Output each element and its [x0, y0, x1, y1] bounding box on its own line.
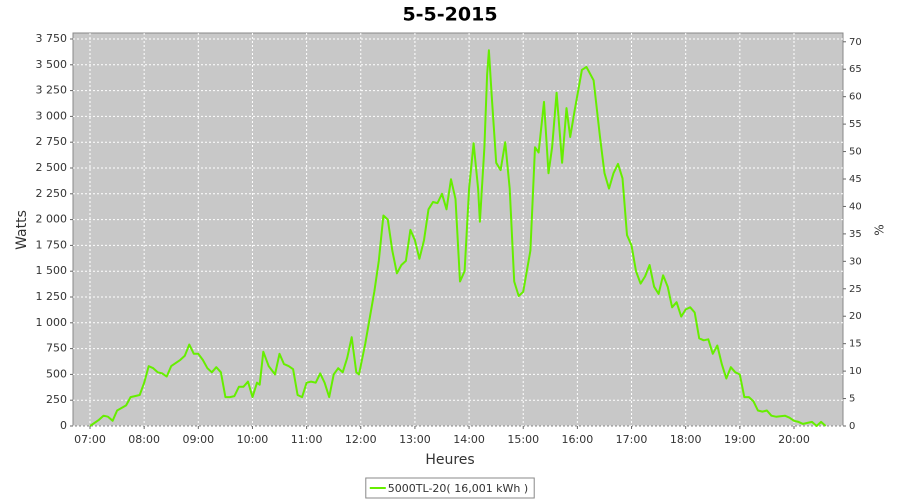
y2-tick-label: 40	[849, 201, 862, 212]
legend-box	[365, 477, 535, 499]
y2-tick-label: 60	[849, 92, 862, 103]
y-tick-label: 3 750	[36, 32, 68, 45]
x-tick-label: 08:00	[128, 433, 160, 446]
legend-label: 5000TL-20( 16,001 kWh )	[388, 482, 528, 495]
x-tick-label: 17:00	[616, 433, 648, 446]
y-tick-label: 2 250	[36, 187, 68, 200]
y-tick-label: 250	[46, 393, 67, 406]
x-tick-label: 18:00	[670, 433, 702, 446]
data-line	[89, 49, 827, 427]
chart-title: 5-5-2015	[402, 4, 497, 26]
y-axis-label: Watts	[14, 210, 30, 250]
y-tick-label: 0	[60, 419, 67, 432]
x-axis-label: Heures	[425, 452, 474, 468]
x-tick-label: 12:00	[345, 433, 377, 446]
y-tick-label: 500	[46, 367, 67, 380]
y2-tick-label: 45	[849, 174, 862, 185]
x-tick-label: 15:00	[507, 433, 539, 446]
y-tick-label: 3 250	[36, 84, 68, 97]
y-tick-label: 1 750	[36, 238, 68, 251]
x-tick-label: 10:00	[237, 433, 269, 446]
y2-tick-label: 55	[849, 119, 862, 130]
y2-tick-label: 5	[849, 394, 855, 405]
x-tick-label: 20:00	[778, 433, 810, 446]
x-tick-label: 13:00	[399, 433, 431, 446]
y2-tick-label: 10	[849, 366, 862, 377]
x-tick-label: 16:00	[562, 433, 594, 446]
y2-tick-label: 50	[849, 147, 862, 158]
y2-tick-label: 70	[849, 37, 862, 48]
y2-tick-label: 25	[849, 284, 862, 295]
x-tick-label: 11:00	[291, 433, 323, 446]
y2-tick-label: 20	[849, 311, 862, 322]
x-tick-label: 19:00	[724, 433, 756, 446]
x-tick-label: 14:00	[453, 433, 485, 446]
y2-tick-label: 65	[849, 64, 862, 75]
y-tick-label: 1 500	[36, 264, 68, 277]
y-tick-label: 1 000	[36, 316, 68, 329]
y-tick-label: 3 000	[36, 109, 68, 122]
y2-tick-label: 30	[849, 256, 862, 267]
y2-tick-label: 35	[849, 229, 862, 240]
y2-tick-label: 15	[849, 339, 862, 350]
y-tick-label: 3 500	[36, 58, 68, 71]
y2-axis-label: %	[873, 224, 887, 235]
y-tick-label: 750	[46, 342, 67, 355]
y-tick-label: 2 750	[36, 135, 68, 148]
x-tick-label: 09:00	[182, 433, 214, 446]
x-tick-label: 07:00	[74, 433, 106, 446]
y-tick-label: 2 500	[36, 161, 68, 174]
y-tick-label: 2 000	[36, 213, 68, 226]
y2-tick-label: 0	[849, 421, 855, 432]
y-tick-label: 1 250	[36, 290, 68, 303]
